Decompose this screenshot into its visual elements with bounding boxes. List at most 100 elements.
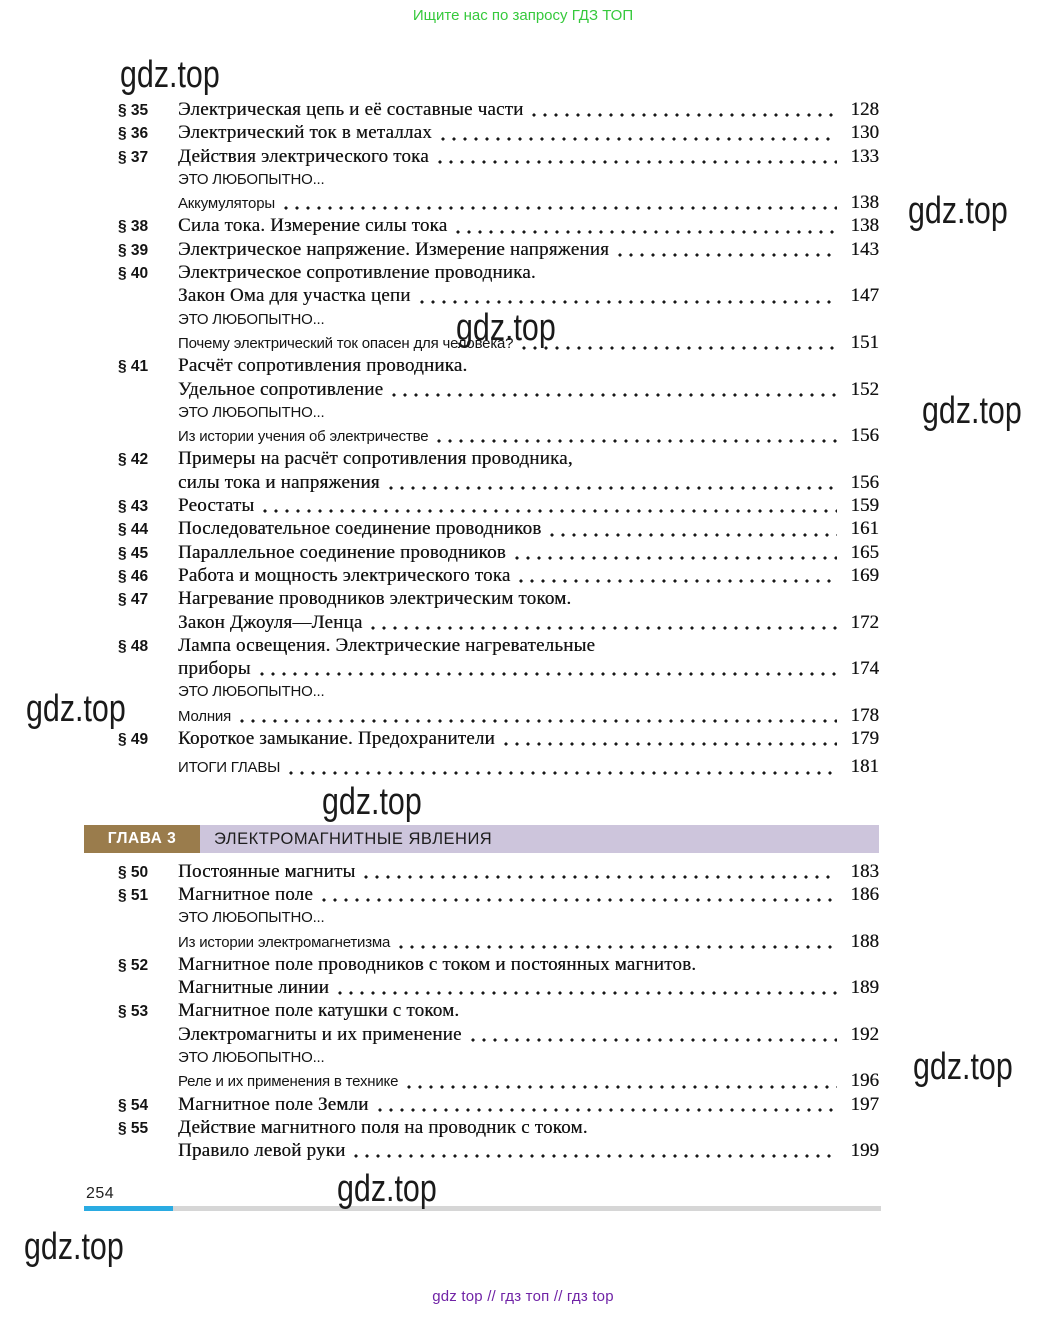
- toc-entry-title: ЭТО ЛЮБОПЫТНО...: [178, 1048, 325, 1066]
- dot-leader: [289, 770, 837, 775]
- toc-page-number: 138: [850, 215, 880, 237]
- toc-paragraph-number: § 48: [118, 637, 149, 655]
- toc-row: § 49 Короткое замыкание. Предохранители 17…: [84, 727, 879, 750]
- site-watermark: gdz.top: [913, 1046, 1013, 1088]
- toc-entry-title: Реостаты: [178, 495, 255, 517]
- toc-page-number: 143: [850, 238, 880, 260]
- toc-section-chapter3: § 50 Постоянные магниты 183 § 51 Магнитное п…: [84, 860, 879, 1163]
- toc-row: ЭТО ЛЮБОПЫТНО...: [84, 168, 879, 191]
- toc-entry-title: Параллельное соединение проводников: [178, 541, 506, 563]
- toc-paragraph-number: § 42: [118, 451, 149, 469]
- toc-entry-title: ЭТО ЛЮБОПЫТНО...: [178, 403, 325, 421]
- page-footer: 254: [84, 1184, 881, 1212]
- toc-row: § 35 Электрическая цепь и её составные ча…: [84, 98, 879, 121]
- toc-page-number: 128: [850, 99, 880, 120]
- toc-section-chapter2: § 35 Электрическая цепь и её составные ча…: [84, 98, 879, 779]
- toc-entry-title: ЭТО ЛЮБОПЫТНО...: [178, 310, 325, 328]
- toc-entry-title: Закон Джоуля—Ленца: [178, 611, 363, 633]
- toc-page-number: 172: [850, 611, 880, 633]
- dot-leader: [371, 625, 837, 630]
- toc-entry-title: Электрическое напряжение. Измерение напр…: [178, 238, 610, 260]
- toc-row: Из истории учения об электричестве 156: [84, 424, 879, 447]
- toc-row: ЭТО ЛЮБОПЫТНО...: [84, 906, 879, 929]
- toc-entry-title: ЭТО ЛЮБОПЫТНО...: [178, 170, 325, 188]
- toc-entry-title: Лампа освещения. Электрические нагревате…: [178, 634, 596, 656]
- toc-row: § 39 Электрическое напряжение. Измерение …: [84, 238, 879, 261]
- dot-leader: [456, 229, 837, 234]
- toc-paragraph-number: § 36: [118, 125, 149, 143]
- toc-entry-title: Электрический ток в металлах: [178, 122, 432, 144]
- toc-paragraph-number: § 40: [118, 265, 149, 283]
- toc-paragraph-number: § 53: [118, 1003, 149, 1021]
- toc-entry-title: ИТОГИ ГЛАВЫ: [178, 759, 281, 777]
- toc-row: Закон Ома для участка цепи 147: [84, 284, 879, 307]
- toc-row: § 51 Магнитное поле 186: [84, 883, 879, 906]
- toc-row: ИТОГИ ГЛАВЫ 181: [84, 755, 879, 778]
- toc-entry-title: Постоянные магниты: [178, 860, 356, 882]
- toc-row: Аккумуляторы 138: [84, 191, 879, 214]
- toc-row: § 38 Сила тока. Измерение силы тока 138: [84, 214, 879, 237]
- toc-paragraph-number: § 38: [118, 218, 149, 236]
- toc-entry-title: Молния: [178, 707, 232, 725]
- dot-leader: [321, 898, 837, 903]
- toc-row: § 47 Нагревание проводников электрическим…: [84, 587, 879, 610]
- toc-entry-title: Почему электрический ток опасен для чело…: [178, 334, 514, 352]
- toc-paragraph-number: § 51: [118, 886, 149, 904]
- dot-leader: [388, 486, 837, 491]
- toc-page-number: 152: [850, 378, 880, 400]
- toc-page-number: 192: [850, 1023, 880, 1045]
- toc-row: ЭТО ЛЮБОПЫТНО...: [84, 401, 879, 424]
- toc-row: § 53 Магнитное поле катушки с током.: [84, 999, 879, 1022]
- toc-entry-title: Электрическая цепь и её составные части: [178, 99, 524, 120]
- toc-page-number: 179: [850, 728, 880, 750]
- toc-page-number: 169: [850, 564, 880, 586]
- toc-entry-title: Реле и их применения в технике: [178, 1073, 399, 1091]
- dot-leader: [470, 1037, 837, 1042]
- toc-page-number: 183: [850, 860, 880, 882]
- toc-page-number: 181: [850, 756, 880, 778]
- toc-entry-title: Электрическое сопротивление проводника.: [178, 262, 536, 284]
- toc-entry-title: Из истории учения об электричестве: [178, 428, 429, 446]
- toc-paragraph-number: § 44: [118, 521, 149, 539]
- toc-row: Удельное сопротивление 152: [84, 378, 879, 401]
- toc-entry-title: Сила тока. Измерение силы тока: [178, 215, 448, 237]
- toc-row: Магнитные линии 189: [84, 976, 879, 999]
- dot-leader: [263, 509, 837, 514]
- toc-page-number: 130: [850, 122, 880, 144]
- site-watermark: gdz.top: [908, 190, 1008, 232]
- chapter-heading: ГЛАВА 3 ЭЛЕКТРОМАГНИТНЫЕ ЯВЛЕНИЯ: [84, 824, 879, 853]
- site-footer-links: gdz top // гдз топ // гдз top: [432, 1288, 614, 1305]
- toc-page-number: 156: [850, 471, 880, 493]
- toc-page-number: 159: [850, 495, 880, 517]
- toc-page-number: 156: [850, 425, 880, 447]
- toc-entry-title: Удельное сопротивление: [178, 378, 384, 400]
- toc-row: § 55 Действие магнитного поля на проводни…: [84, 1116, 879, 1139]
- toc-row: § 46 Работа и мощность электрического ток…: [84, 564, 879, 587]
- toc-entry-title: Правило левой руки: [178, 1140, 346, 1162]
- toc-entry-title: Магнитные линии: [178, 977, 330, 999]
- toc-page-number: 196: [850, 1070, 880, 1092]
- dot-leader: [618, 253, 837, 258]
- toc-page-number: 133: [850, 145, 880, 167]
- site-watermark: gdz.top: [337, 1168, 437, 1210]
- toc-page-number: 199: [850, 1140, 880, 1162]
- chapter-title: ЭЛЕКТРОМАГНИТНЫЕ ЯВЛЕНИЯ: [200, 824, 879, 853]
- dot-leader: [532, 113, 837, 118]
- toc-paragraph-number: § 43: [118, 498, 149, 516]
- toc-paragraph-number: § 37: [118, 148, 149, 166]
- dot-leader: [364, 874, 837, 879]
- toc-entry-title: Расчёт сопротивления проводника.: [178, 355, 468, 377]
- toc-row: § 40 Электрическое сопротивление проводни…: [84, 261, 879, 284]
- toc-row: Правило левой руки 199: [84, 1139, 879, 1162]
- chapter-number-badge: ГЛАВА 3: [84, 824, 200, 853]
- toc-row: § 52 Магнитное поле проводников с током и…: [84, 953, 879, 976]
- toc-entry-title: Короткое замыкание. Предохранители: [178, 728, 495, 750]
- dot-leader: [354, 1154, 837, 1159]
- toc-page-number: 189: [850, 977, 880, 999]
- toc-row: ЭТО ЛЮБОПЫТНО...: [84, 1046, 879, 1069]
- toc-row: § 50 Постоянные магниты 183: [84, 860, 879, 883]
- dot-leader: [399, 944, 837, 949]
- toc-paragraph-number: § 54: [118, 1096, 149, 1114]
- toc-row: § 42 Примеры на расчёт сопротивления пров…: [84, 447, 879, 470]
- toc-page-number: 186: [850, 883, 880, 905]
